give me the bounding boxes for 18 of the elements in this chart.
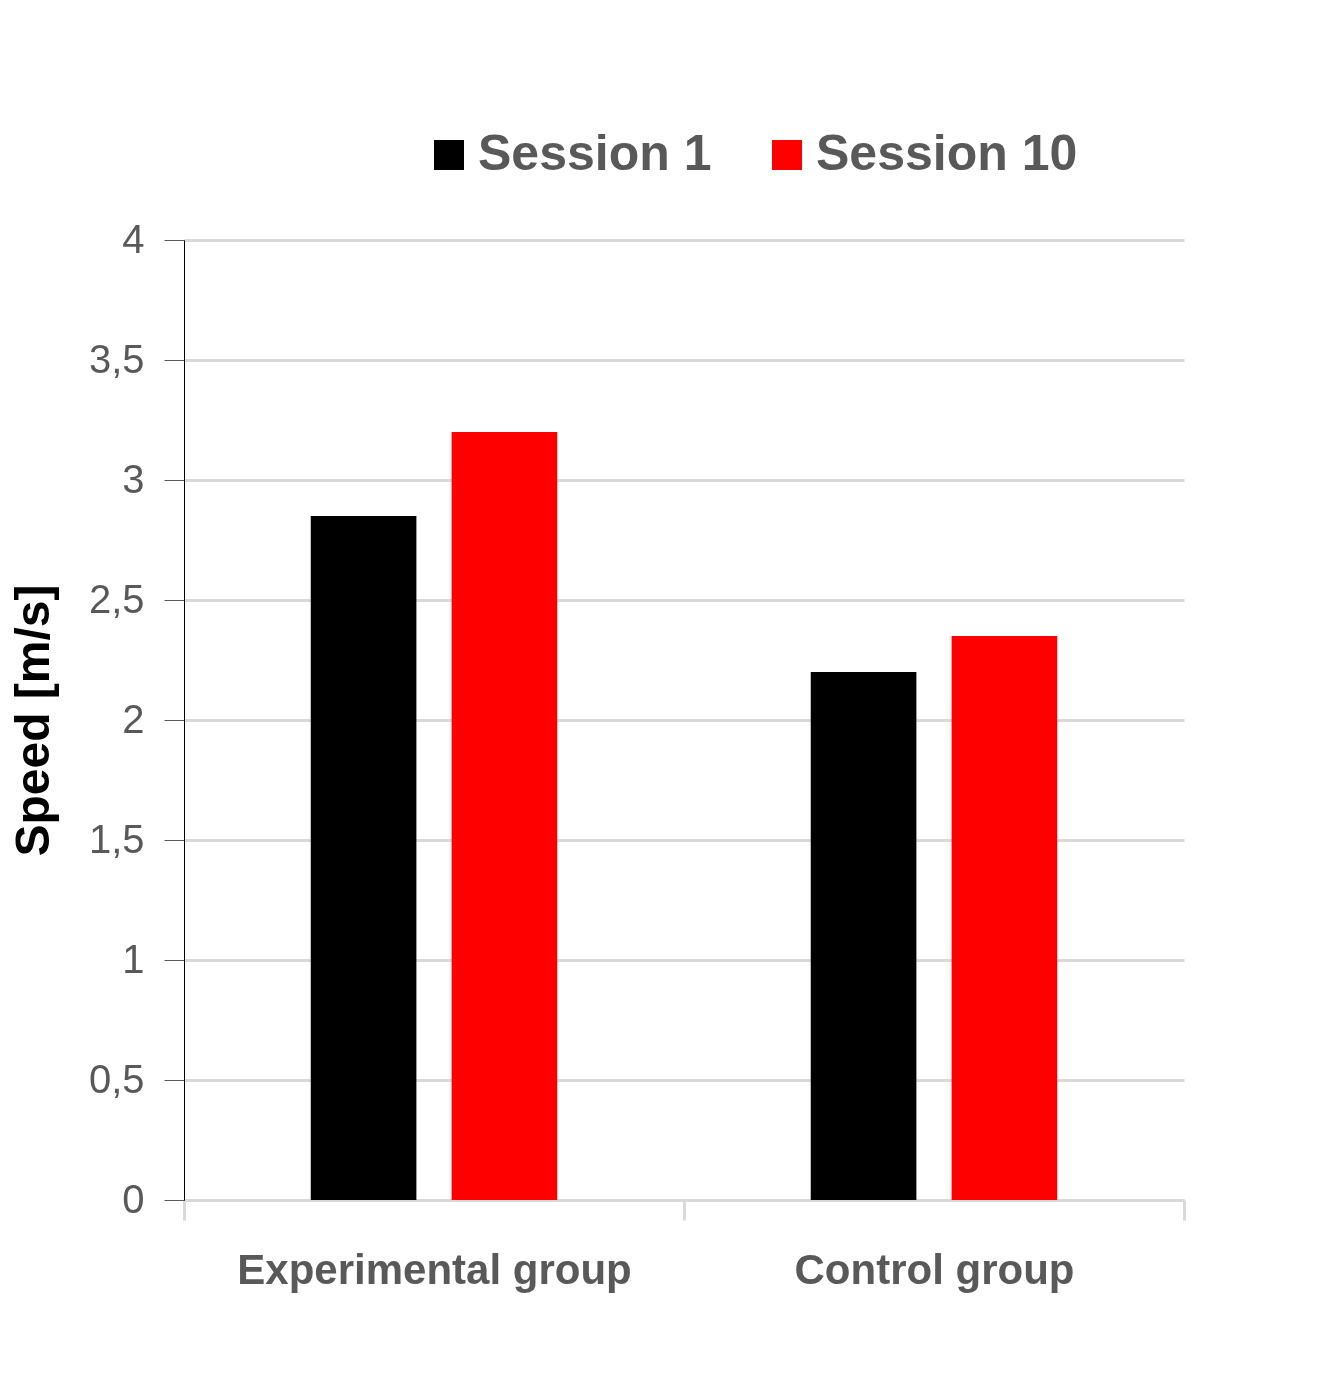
bar: [951, 636, 1058, 1200]
bar: [451, 432, 558, 1200]
bar: [310, 516, 417, 1200]
y-tick-label: 0: [122, 1176, 145, 1221]
x-tick-label: Control group: [794, 1245, 1075, 1293]
y-tick-label: 2: [122, 696, 145, 741]
y-tick-label: 4: [122, 216, 145, 261]
y-tick-label: 0,5: [88, 1056, 145, 1101]
y-tick-label: 2,5: [88, 576, 145, 621]
y-tick-label: 1: [122, 936, 145, 981]
y-axis-title: Speed [m/s]: [5, 584, 59, 857]
y-tick-label: 1,5: [88, 816, 145, 861]
legend-label: Session 1: [478, 125, 712, 181]
y-tick-label: 3,5: [88, 336, 145, 381]
y-tick-label: 3: [122, 456, 145, 501]
bar: [810, 672, 917, 1200]
legend-label: Session 10: [816, 125, 1078, 181]
x-tick-label: Experimental group: [237, 1245, 632, 1293]
